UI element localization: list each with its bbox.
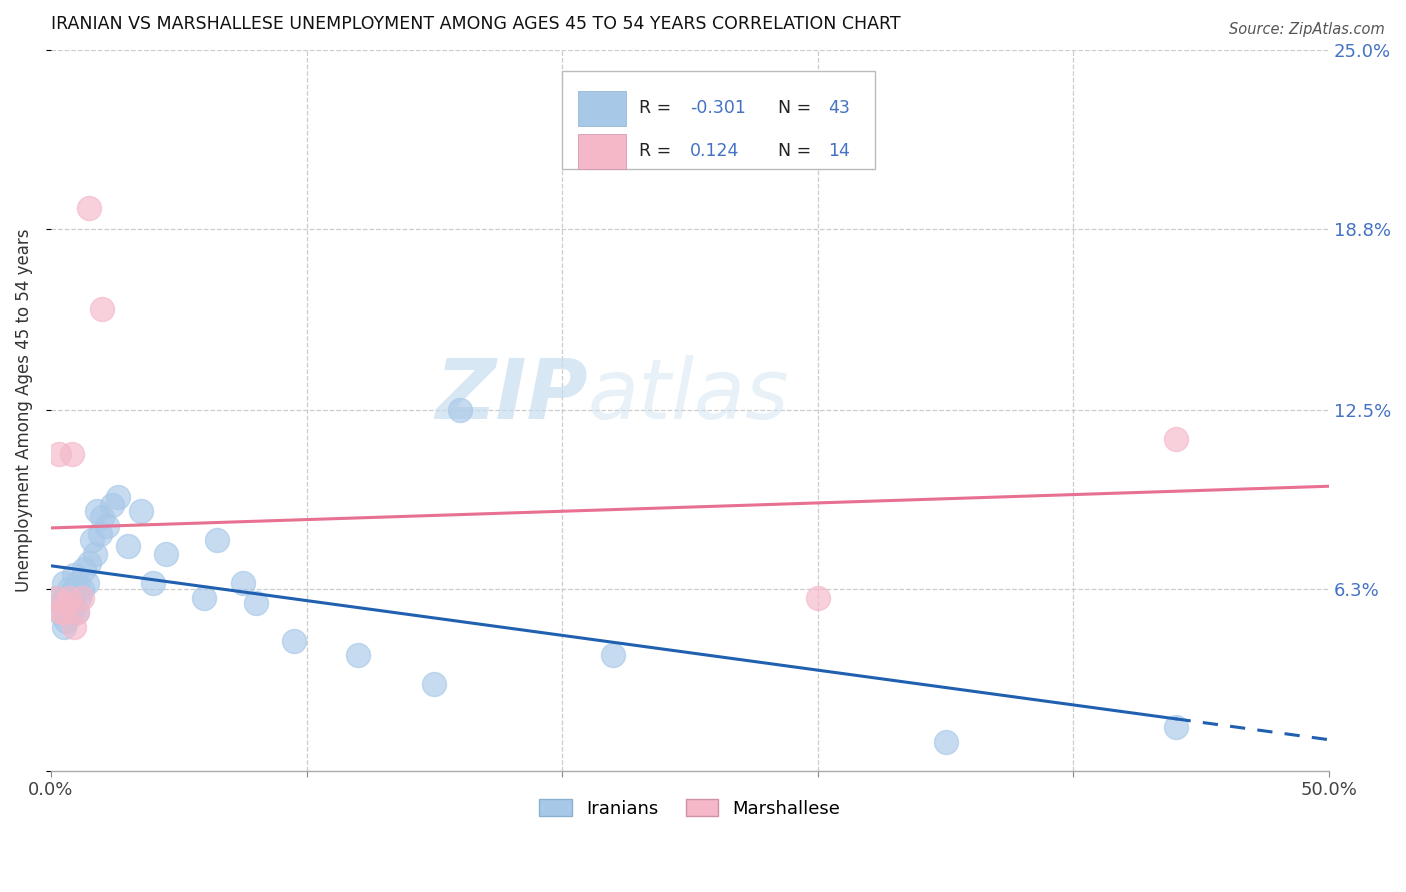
Point [52,576,75,591]
Text: atlas: atlas [588,355,789,436]
Point [117,539,139,553]
Point [423,677,446,691]
Point [283,634,305,648]
Point [142,576,165,591]
Point [346,648,368,663]
Point [51,597,73,611]
Point [60,605,83,619]
Point [45,591,67,605]
Text: R =: R = [638,99,676,118]
Point [155,548,177,562]
Bar [578,91,626,126]
Point [63,591,86,605]
Text: 0.124: 0.124 [690,142,740,161]
Point [232,576,254,591]
Point [80,533,103,547]
Point [91,510,114,524]
Point [129,504,152,518]
Text: 14: 14 [828,142,849,161]
Point [1164,721,1187,735]
Point [76,576,98,591]
Point [193,591,215,605]
Text: -0.301: -0.301 [690,99,745,118]
Point [245,597,267,611]
Point [70,591,93,605]
Point [58,582,80,596]
Point [96,518,118,533]
Point [935,735,957,749]
Point [107,490,129,504]
Text: N =: N = [766,142,817,161]
Text: 43: 43 [828,99,849,118]
Point [48,605,70,619]
Point [83,548,105,562]
Text: ZIP: ZIP [434,355,588,436]
Point [63,567,86,582]
Point [52,619,75,633]
Point [602,648,624,663]
Point [60,446,83,460]
Point [52,605,75,619]
Point [58,597,80,611]
Point [91,302,114,317]
Point [86,504,108,518]
Point [101,499,124,513]
Point [79,556,101,570]
Point [807,591,830,605]
Point [449,403,471,417]
Text: R =: R = [638,142,682,161]
Point [1164,432,1187,446]
Legend: Iranians, Marshallese: Iranians, Marshallese [530,789,849,827]
Bar [578,134,626,169]
Point [51,605,73,619]
Bar [562,71,876,169]
Text: IRANIAN VS MARSHALLESE UNEMPLOYMENT AMONG AGES 45 TO 54 YEARS CORRELATION CHART: IRANIAN VS MARSHALLESE UNEMPLOYMENT AMON… [51,15,901,33]
Point [70,582,93,596]
Point [55,597,77,611]
Point [55,591,77,605]
Point [65,605,87,619]
Text: N =: N = [766,99,817,118]
Point [65,605,87,619]
Point [65,576,87,591]
Point [79,202,101,216]
Point [58,591,80,605]
Point [55,614,77,628]
Y-axis label: Unemployment Among Ages 45 to 54 years: Unemployment Among Ages 45 to 54 years [15,228,32,592]
Point [73,562,96,576]
Point [63,619,86,633]
Point [45,591,67,605]
Point [60,585,83,599]
Text: Source: ZipAtlas.com: Source: ZipAtlas.com [1229,22,1385,37]
Point [67,591,90,605]
Point [48,446,70,460]
Point [89,527,111,541]
Point [205,533,228,547]
